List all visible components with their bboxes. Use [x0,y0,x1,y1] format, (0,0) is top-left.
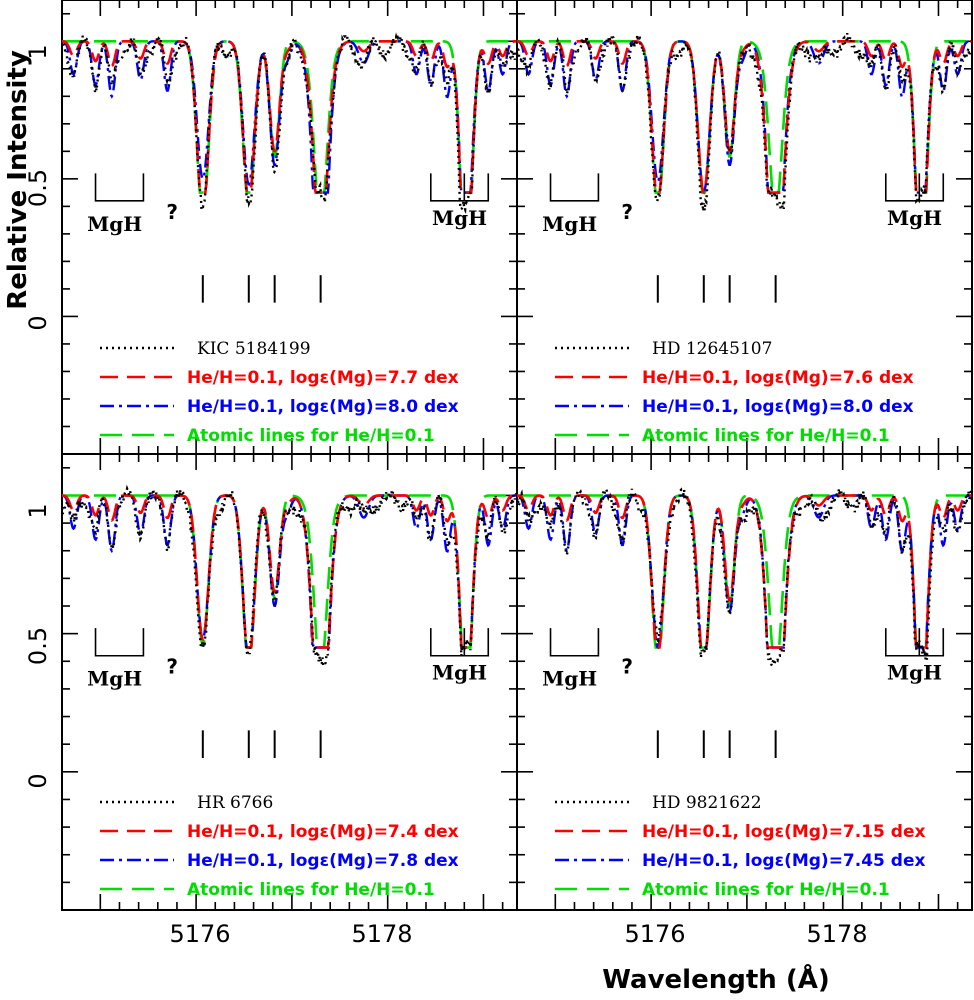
legend-label-model-high: He/H=0.1, logε(Mg)=8.0 dex [642,397,914,417]
legend-label-observed: KIC 5184199 [197,339,311,359]
y-tick-label-05-bottom: 0.5 [24,627,52,665]
legend-label-observed: HD 12645107 [652,339,772,359]
x-axis-label: Wavelength (Å) [602,963,829,995]
unknown-feature-label: ? [621,655,633,679]
series-model-low [62,40,517,194]
unknown-feature-label: ? [166,655,178,679]
legend-label-atomic: Atomic lines for He/H=0.1 [642,426,890,446]
series-model-high [62,40,517,194]
x-tick-label-5176-left: 5176 [169,920,230,948]
series-model-low [517,40,972,195]
y-tick-label-1-bottom: 1 [24,503,52,518]
y-tick-label-0-bottom: 0 [24,773,52,788]
legend-label-model-low: He/H=0.1, logε(Mg)=7.6 dex [642,368,914,388]
unknown-feature-label: ? [621,200,633,224]
panel-bottom-right: MgH MgH? HD 9821622 He/H=0.1, logε(Mg)=7.15… [516,453,973,911]
mgh-bracket-left [549,628,600,657]
y-tick-label-05-top: 0.5 [24,169,52,207]
series-group [517,32,972,213]
series-group [62,484,517,668]
series-model-high [517,494,972,650]
series-group [517,485,972,669]
mgh-bracket-left [549,173,600,202]
mgh-label-right: MgH [887,206,942,230]
legend-label-atomic: Atomic lines for He/H=0.1 [187,880,435,900]
mgh-bracket-right [429,628,490,657]
mgh-label-left: MgH [542,667,597,691]
y-tick-label-1-top: 1 [24,44,52,59]
x-tick-label-5176-right: 5176 [624,920,685,948]
legend-label-atomic: Atomic lines for He/H=0.1 [187,426,435,446]
y-axis-label: Relative Intensity [3,50,33,310]
series-atomic-lines [62,40,517,194]
x-tick-label-5178-left: 5178 [351,920,412,948]
unknown-feature-label: ? [166,200,178,224]
legend-label-model-low: He/H=0.1, logε(Mg)=7.15 dex [642,822,925,842]
series-observed [517,485,972,669]
mgh-label-right: MgH [887,661,942,685]
legend-label-model-high: He/H=0.1, logε(Mg)=7.45 dex [642,851,925,871]
mgh-label-left: MgH [542,212,597,236]
series-group [62,32,517,215]
series-atomic-lines [517,494,972,649]
series-atomic-lines [517,40,972,194]
mgh-label-left: MgH [87,212,142,236]
series-observed [62,32,517,215]
mgh-label-right: MgH [432,661,487,685]
mgh-bracket-left [94,173,145,202]
legend-label-observed: HD 9821622 [652,793,762,813]
legend-label-model-low: He/H=0.1, logε(Mg)=7.7 dex [187,368,459,388]
legend-label-model-low: He/H=0.1, logε(Mg)=7.4 dex [187,822,459,842]
series-observed [517,32,972,213]
y-tick-label-0-top: 0 [24,315,52,330]
x-tick-label-5178-right: 5178 [806,920,867,948]
panels-group: MgH MgH? KIC 5184199 He/H=0.1, logε(Mg)=7.7… [61,0,973,911]
mgh-bracket-left [94,628,145,657]
legend-label-observed: HR 6766 [197,793,273,813]
legend-label-atomic: Atomic lines for He/H=0.1 [642,880,890,900]
series-model-low [517,494,972,649]
series-model-low [62,494,517,649]
mgh-bracket-right [884,173,945,202]
panel-frame [516,453,973,911]
mgh-bracket-right [429,173,490,202]
panel-top-right: MgH MgH? HD 12645107 He/H=0.1, logε(Mg)=7.6… [516,0,973,455]
series-observed [62,484,517,668]
mgh-label-left: MgH [87,667,142,691]
panel-top-left: MgH MgH? KIC 5184199 He/H=0.1, logε(Mg)=7.7… [61,0,518,455]
panel-bottom-left: MgH MgH? HR 6766 He/H=0.1, logε(Mg)=7.4 dex… [61,453,518,911]
legend-label-model-high: He/H=0.1, logε(Mg)=8.0 dex [187,397,459,417]
mgh-bracket-right [884,628,945,657]
series-atomic-lines [62,494,517,649]
mgh-label-right: MgH [432,206,487,230]
legend-label-model-high: He/H=0.1, logε(Mg)=7.8 dex [187,851,459,871]
